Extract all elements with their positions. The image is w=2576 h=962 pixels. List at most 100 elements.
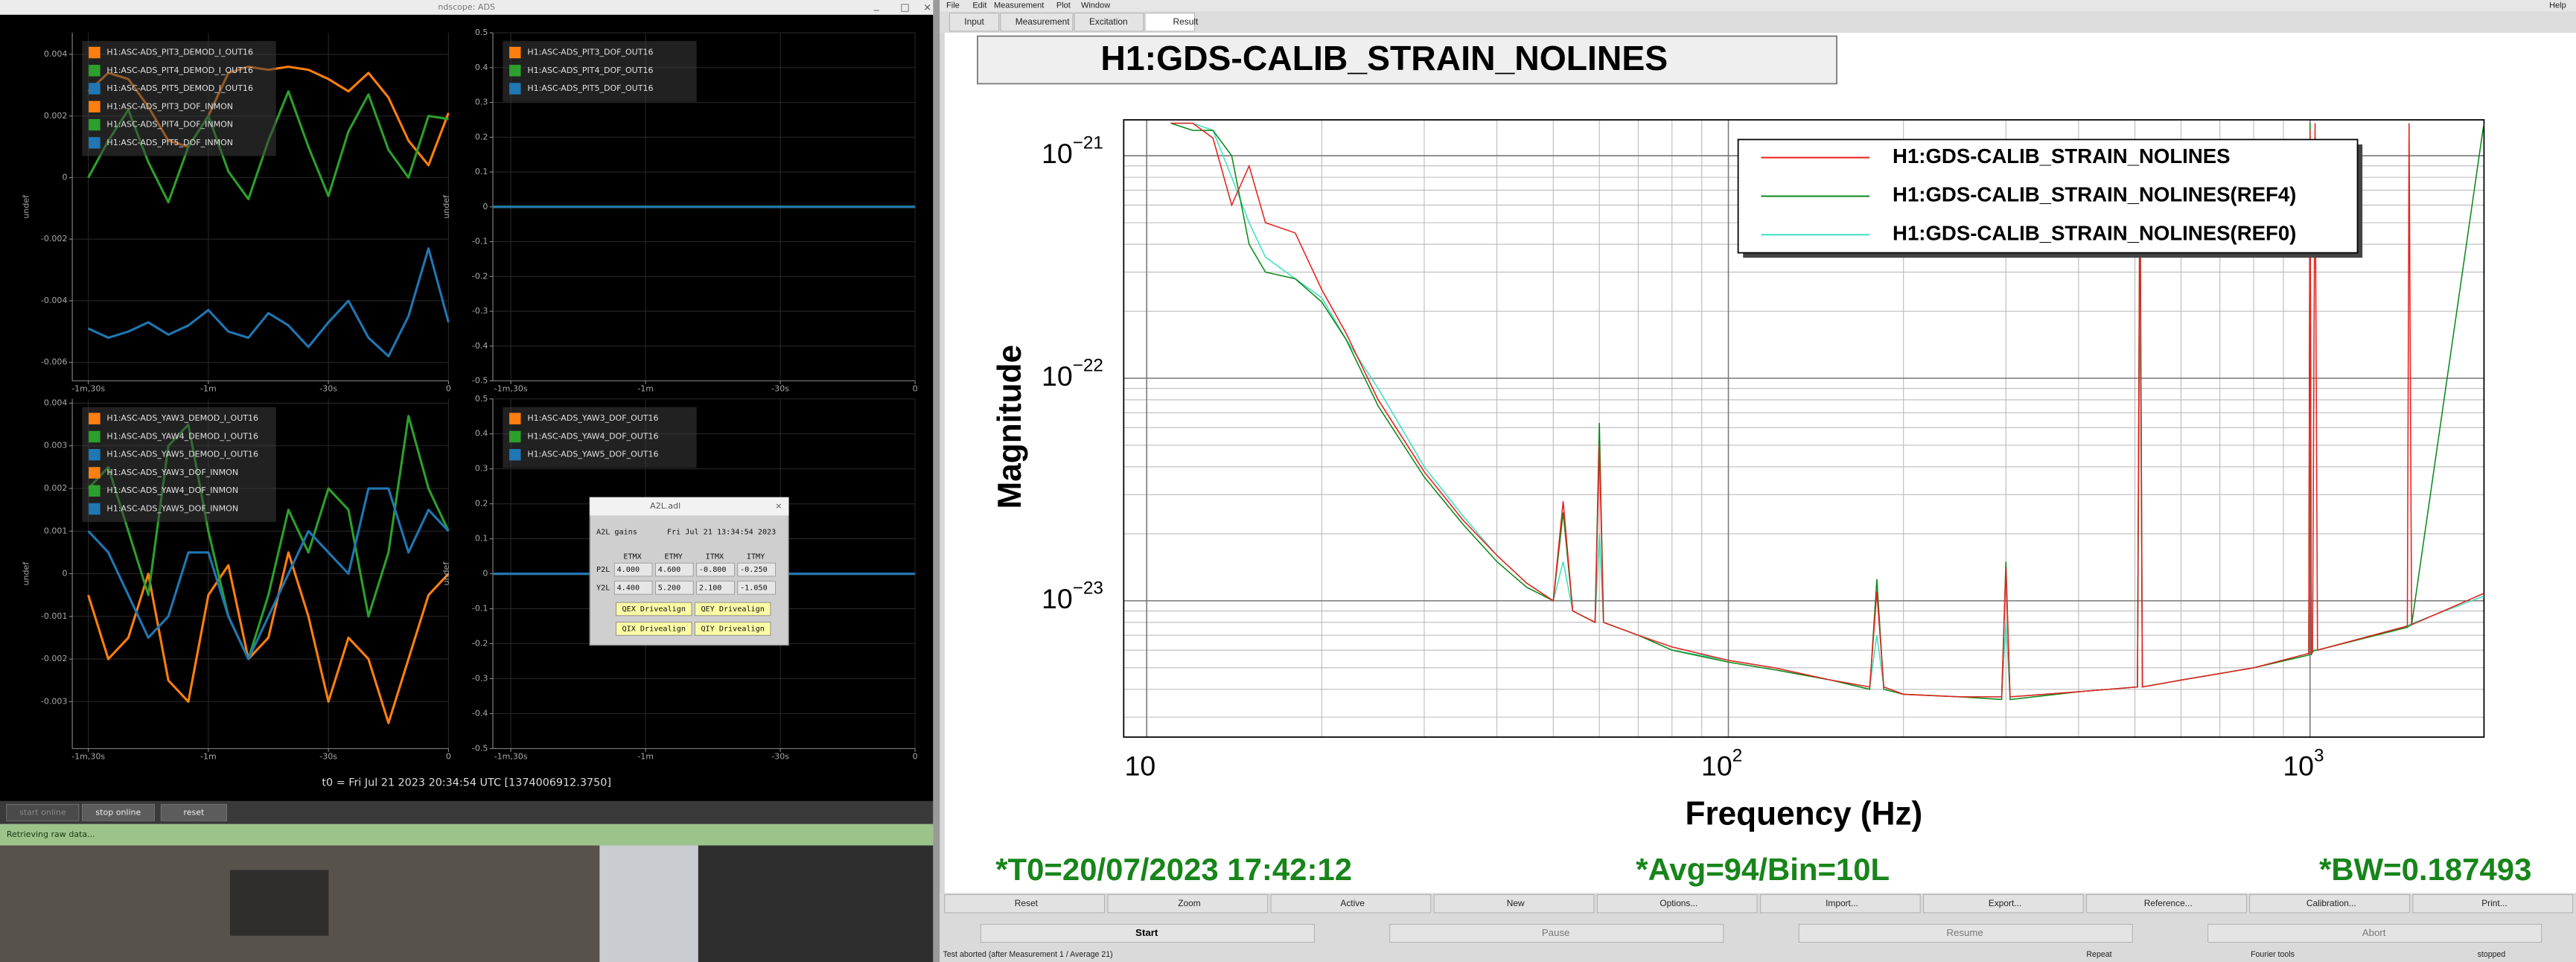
input-field[interactable] xyxy=(696,581,735,595)
input-value[interactable]: 4.400 xyxy=(617,584,640,592)
exponent: −21 xyxy=(1073,133,1103,153)
button[interactable] xyxy=(1270,894,1432,914)
button-label[interactable]: Abort xyxy=(2362,927,2386,938)
y-tick-label: 0.004 xyxy=(44,49,68,59)
button-label[interactable]: New xyxy=(1507,898,1525,908)
tab-label[interactable]: Measurement xyxy=(1016,16,1071,27)
x-tick-label: -1m,30s xyxy=(71,751,105,761)
input-field[interactable] xyxy=(613,562,653,577)
button[interactable] xyxy=(1759,894,1921,914)
tab[interactable] xyxy=(949,13,1000,32)
button-label[interactable]: stop online xyxy=(95,807,141,817)
button-label[interactable]: Reset xyxy=(1015,898,1039,908)
input-value[interactable]: -0.800 xyxy=(699,566,727,574)
button[interactable] xyxy=(2249,894,2410,914)
dialog-title: A2L.adl xyxy=(650,501,680,511)
button[interactable] xyxy=(1433,894,1595,914)
input-field[interactable] xyxy=(655,562,694,577)
y-tick-label: 0 xyxy=(482,569,488,579)
button-label[interactable]: Print... xyxy=(2481,898,2507,908)
input-value[interactable]: 5.200 xyxy=(658,584,680,592)
button[interactable] xyxy=(1107,894,1269,914)
button-label[interactable]: Active xyxy=(1340,898,1365,908)
button-label[interactable]: QEY Drivealign xyxy=(701,605,764,614)
button[interactable] xyxy=(2412,894,2574,914)
minimize-icon[interactable]: _ xyxy=(873,1,879,12)
legend-swatch xyxy=(89,412,101,424)
menu-item[interactable]: Edit xyxy=(972,1,986,10)
menu-item[interactable]: Help xyxy=(2549,1,2566,10)
button[interactable] xyxy=(1923,894,2084,914)
legend-swatch xyxy=(509,449,521,461)
tab[interactable] xyxy=(1074,13,1144,32)
button-label[interactable]: Resume xyxy=(1947,927,1983,938)
button-label[interactable]: Pause xyxy=(1542,927,1570,938)
button-label[interactable]: Import... xyxy=(1826,898,1858,908)
button-label[interactable]: Start xyxy=(1135,927,1158,938)
spectrum-line xyxy=(1170,122,2484,698)
button[interactable] xyxy=(1798,923,2133,943)
y-tick-label: 0.2 xyxy=(475,132,488,141)
tab[interactable] xyxy=(1144,13,1195,32)
legend-label: H1:ASC-ADS_YAW5_DOF_INMON xyxy=(106,503,238,513)
tab-label[interactable]: Excitation xyxy=(1089,16,1128,27)
input-field[interactable] xyxy=(613,581,653,595)
button-label[interactable]: reset xyxy=(183,807,205,817)
button[interactable] xyxy=(81,803,155,821)
button-label[interactable]: QIX Drivealign xyxy=(622,625,686,633)
y-tick-label: 0.002 xyxy=(44,483,68,493)
y-axis-label: undef xyxy=(21,194,31,219)
legend-label: H1:GDS-CALIB_STRAIN_NOLINES(REF4) xyxy=(1893,183,2296,206)
status-text: Test aborted (after Measurement 1 / Aver… xyxy=(943,950,1113,959)
button[interactable] xyxy=(1389,923,1724,943)
legend-box xyxy=(503,41,697,102)
input-value[interactable]: -1.050 xyxy=(740,584,768,592)
legend-label: H1:ASC-ADS_PIT3_DEMOD_I_OUT16 xyxy=(106,48,253,57)
input-field[interactable] xyxy=(696,562,735,577)
button-label[interactable]: Reference... xyxy=(2144,898,2193,908)
button-label[interactable]: QIY Drivealign xyxy=(701,625,764,633)
menu-item[interactable]: Plot xyxy=(1056,1,1071,10)
y-tick-label: 0.003 xyxy=(44,441,68,450)
input-field[interactable] xyxy=(655,581,694,595)
input-value[interactable]: -0.250 xyxy=(740,566,768,574)
input-value[interactable]: 2.100 xyxy=(699,584,721,592)
y-tick-label: 0.5 xyxy=(475,28,488,37)
menu-item[interactable]: Window xyxy=(1081,1,1110,10)
button[interactable] xyxy=(6,803,80,821)
tab-label[interactable]: Result xyxy=(1173,16,1199,27)
input-field[interactable] xyxy=(737,581,776,595)
button[interactable] xyxy=(1596,894,1758,914)
button-label[interactable]: start online xyxy=(19,807,66,817)
button-label[interactable]: Zoom xyxy=(1178,898,1201,908)
button-label[interactable]: Options... xyxy=(1660,898,1697,908)
button[interactable] xyxy=(160,803,227,821)
button-label[interactable]: QEX Drivealign xyxy=(622,605,686,614)
input-value[interactable]: 4.600 xyxy=(658,566,680,574)
button[interactable] xyxy=(944,894,1105,914)
button[interactable] xyxy=(694,622,771,636)
button[interactable] xyxy=(2207,923,2542,943)
exponent: 2 xyxy=(1732,746,1743,766)
tab-label[interactable]: Input xyxy=(964,16,984,27)
button-label[interactable]: Calibration... xyxy=(2306,898,2356,908)
menu-item[interactable]: Measurement xyxy=(994,1,1044,10)
x-tick-label: 10 xyxy=(1125,751,1156,782)
button[interactable] xyxy=(2086,894,2247,914)
input-field[interactable] xyxy=(737,562,776,577)
input-value[interactable]: 4.000 xyxy=(617,566,640,574)
button[interactable] xyxy=(980,923,1315,943)
close-icon[interactable]: × xyxy=(775,501,782,511)
button[interactable] xyxy=(694,602,771,617)
y-tick-label: -0.006 xyxy=(41,357,68,367)
button[interactable] xyxy=(616,602,692,617)
button[interactable] xyxy=(616,622,692,636)
tab[interactable] xyxy=(1000,13,1074,32)
menu-item[interactable]: File xyxy=(946,1,960,10)
close-icon[interactable]: × xyxy=(923,2,931,13)
x-tick-label: -1m,30s xyxy=(71,384,105,394)
y-tick-label: -0.1 xyxy=(472,237,488,246)
y-tick-label: -0.4 xyxy=(472,341,488,351)
maximize-icon[interactable]: □ xyxy=(900,2,910,13)
button-label[interactable]: Export... xyxy=(1989,898,2021,908)
